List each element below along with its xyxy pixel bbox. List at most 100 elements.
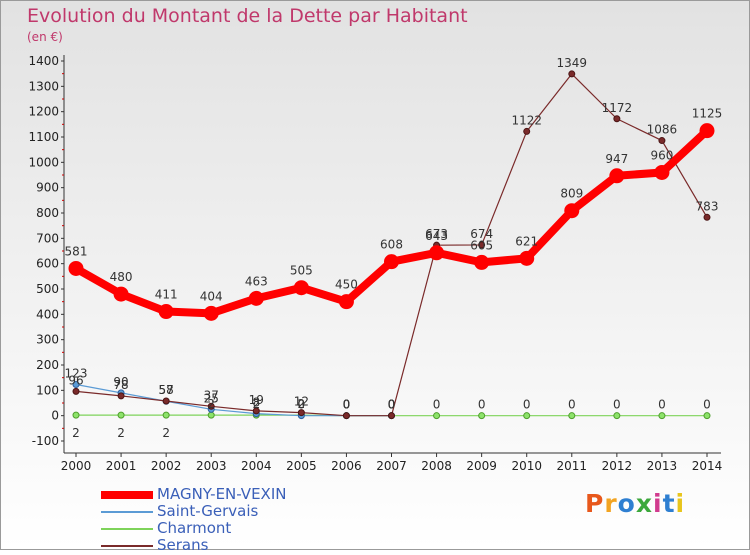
x-tick-label: 2012 [602, 459, 633, 473]
data-label-saint-gervais: 0 [388, 398, 396, 412]
data-point-magny-en-vexin [609, 168, 625, 184]
logo-letter: i [653, 489, 663, 518]
data-label-magny-en-vexin: 809 [560, 187, 583, 201]
data-point-charmont [658, 412, 666, 420]
data-label-serans: 0 [343, 398, 351, 412]
data-point-magny-en-vexin [519, 250, 535, 266]
data-point-serans [162, 397, 170, 405]
y-tick-label: 1000 [28, 155, 59, 169]
logo-letter: o [617, 489, 636, 518]
data-label-saint-gervais: 123 [65, 367, 88, 381]
y-tick-label: 1300 [28, 79, 59, 93]
logo-letter: i [675, 489, 686, 518]
x-tick-label: 2009 [466, 459, 497, 473]
data-label-charmont: 2 [207, 397, 215, 411]
data-point-magny-en-vexin [384, 254, 399, 270]
data-label-magny-en-vexin: 411 [155, 288, 178, 302]
data-point-magny-en-vexin [248, 290, 264, 306]
data-label-magny-en-vexin: 643 [425, 229, 448, 243]
logo-letter: r [604, 489, 618, 518]
legend-swatch [101, 545, 153, 547]
data-label-charmont: 0 [568, 398, 576, 412]
data-label-charmont: 2 [252, 397, 260, 411]
data-point-charmont [433, 412, 441, 420]
data-point-serans [342, 412, 350, 420]
data-label-charmont: 0 [388, 398, 396, 412]
y-tick-label: 0 [51, 409, 59, 423]
data-point-charmont [703, 412, 711, 420]
data-label-magny-en-vexin: 450 [335, 278, 358, 292]
chart-title: Evolution du Montant de la Dette par Hab… [27, 5, 468, 27]
x-tick-label: 2003 [196, 459, 227, 473]
x-tick-label: 2014 [692, 459, 723, 473]
data-label-saint-gervais: 90 [113, 375, 128, 389]
data-point-serans [523, 127, 531, 135]
x-tick-label: 2008 [421, 459, 452, 473]
data-label-magny-en-vexin: 404 [200, 289, 223, 303]
data-label-magny-en-vexin: 581 [65, 244, 88, 258]
x-tick-label: 2005 [286, 459, 317, 473]
data-point-serans [117, 392, 125, 400]
data-point-serans [568, 70, 576, 78]
data-label-serans: 78 [113, 378, 128, 392]
data-label-serans: 58 [159, 383, 174, 397]
y-tick-label: 300 [36, 333, 59, 347]
axes: -100010020030040050060070080090010001100… [28, 54, 722, 473]
y-tick-label: 800 [36, 206, 59, 220]
data-label-serans: 1086 [647, 123, 678, 137]
data-point-serans [703, 213, 711, 221]
data-label-magny-en-vexin: 463 [245, 274, 268, 288]
data-point-magny-en-vexin [113, 286, 129, 302]
data-label-saint-gervais: 0 [298, 398, 306, 412]
data-label-magny-en-vexin: 960 [650, 148, 673, 162]
y-tick-label: 500 [36, 282, 59, 296]
legend-swatch [101, 511, 153, 513]
data-label-magny-en-vexin: 480 [110, 270, 133, 284]
x-tick-label: 2004 [241, 459, 272, 473]
legend-label: Saint-Gervais [157, 502, 259, 520]
data-point-charmont [207, 411, 215, 419]
data-point-charmont [613, 412, 621, 420]
x-tick-label: 2013 [647, 459, 678, 473]
legend-label: Charmont [157, 519, 232, 537]
logo-letter: x [635, 489, 653, 518]
data-label-serans: 0 [388, 398, 396, 412]
y-tick-label: 600 [36, 257, 59, 271]
x-tick-label: 2006 [331, 459, 362, 473]
logo-letter: t [662, 489, 676, 518]
legend-swatch [101, 528, 153, 530]
data-label-charmont: 2 [162, 426, 170, 440]
data-label-serans: 37 [204, 388, 219, 402]
x-tick-label: 2011 [557, 459, 588, 473]
data-point-charmont [523, 412, 531, 420]
data-label-charmont: 2 [298, 397, 306, 411]
legend-swatch [101, 491, 153, 499]
data-label-saint-gervais: 57 [159, 383, 174, 397]
data-point-magny-en-vexin [293, 280, 309, 296]
y-tick-label: 1100 [28, 130, 59, 144]
data-label-serans: 783 [696, 199, 719, 213]
legend-label: Serans [157, 536, 209, 554]
data-point-charmont [117, 411, 125, 419]
data-label-serans: 1349 [557, 56, 588, 70]
data-point-serans [613, 115, 621, 123]
data-point-serans [252, 407, 260, 415]
data-label-magny-en-vexin: 1125 [692, 107, 723, 121]
data-label-charmont: 0 [478, 398, 486, 412]
data-label-serans: 19 [249, 393, 264, 407]
data-label-charmont: 2 [117, 426, 125, 440]
y-tick-label: 100 [36, 383, 59, 397]
data-point-serans [388, 412, 395, 420]
data-label-charmont: 0 [658, 398, 666, 412]
data-point-magny-en-vexin [158, 304, 174, 320]
legend-label: MAGNY-EN-VEXIN [157, 485, 287, 503]
x-tick-label: 2002 [151, 459, 182, 473]
data-label-serans: 1122 [511, 113, 542, 127]
data-label-saint-gervais: 25 [204, 391, 219, 405]
y-tick-label: 700 [36, 231, 59, 245]
proxiti-logo: Proxiti [585, 489, 685, 518]
data-label-magny-en-vexin: 621 [515, 234, 538, 248]
data-label-magny-en-vexin: 947 [605, 152, 628, 166]
